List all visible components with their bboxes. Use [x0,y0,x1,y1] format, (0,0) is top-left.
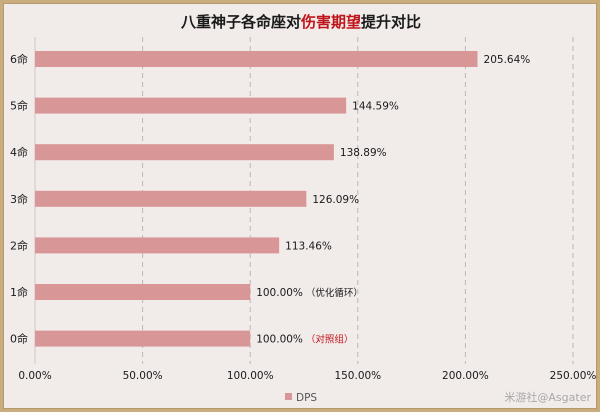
legend-label: DPS [296,392,317,404]
bar-3命 [35,190,307,207]
value-note: （优化循环） [306,287,363,299]
category-label: 4命 [10,145,28,159]
x-tick-label: 250.00% [550,370,597,382]
value-text: 138.89% [340,147,387,159]
legend-swatch [285,393,292,400]
value-note: （对照组） [306,334,354,346]
category-label: 3命 [10,192,28,206]
value-label: 126.09% [312,194,359,206]
value-label: 205.64% [484,54,531,66]
chart-title: 八重神子各命座对伤害期望提升对比 [180,13,421,31]
x-tick-label: 0.00% [18,370,51,382]
x-tick-label: 100.00% [227,370,274,382]
chart-title-suffix: 提升对比 [361,13,421,31]
category-label: 2命 [10,238,28,252]
value-text: 205.64% [484,54,531,66]
x-tick-label: 150.00% [334,370,381,382]
value-text: 100.00% [256,287,303,299]
value-label: 100.00% （对照组） [256,334,353,346]
value-text: 126.09% [312,194,359,206]
chart-frame: 八重神子各命座对伤害期望提升对比 0.00% 50.00% 100.00% 150.0… [3,3,597,409]
bar-4命 [35,144,334,161]
value-text: 113.46% [285,240,332,252]
watermark: 米游社@Asgater [504,390,591,404]
category-label: 6命 [10,52,28,66]
value-text: 100.00% [256,334,303,346]
legend: DPS [285,392,317,404]
bar-0命 [35,330,251,347]
value-text: 144.59% [352,101,399,113]
value-label: 100.00% （优化循环） [256,287,363,299]
x-tick-label: 50.00% [123,370,163,382]
x-tick-label: 200.00% [442,370,489,382]
chart-title-prefix: 八重神子各命座对 [180,13,301,31]
chart-title-highlight: 伤害期望 [300,13,361,31]
category-label: 1命 [10,285,28,299]
value-label: 113.46% [285,240,332,252]
category-label: 0命 [10,332,28,346]
bars [35,51,478,347]
category-label: 5命 [10,99,28,113]
bar-2命 [35,237,280,254]
bar-6命 [35,51,478,67]
bar-5命 [35,97,347,114]
bar-chart: 八重神子各命座对伤害期望提升对比 0.00% 50.00% 100.00% 150.0… [10,13,596,404]
value-label: 144.59% [352,101,399,113]
labels: 0.00% 50.00% 100.00% 150.00% 200.00% 250.00% 6… [10,52,596,382]
value-label: 138.89% [340,147,387,159]
bar-1命 [35,284,251,300]
